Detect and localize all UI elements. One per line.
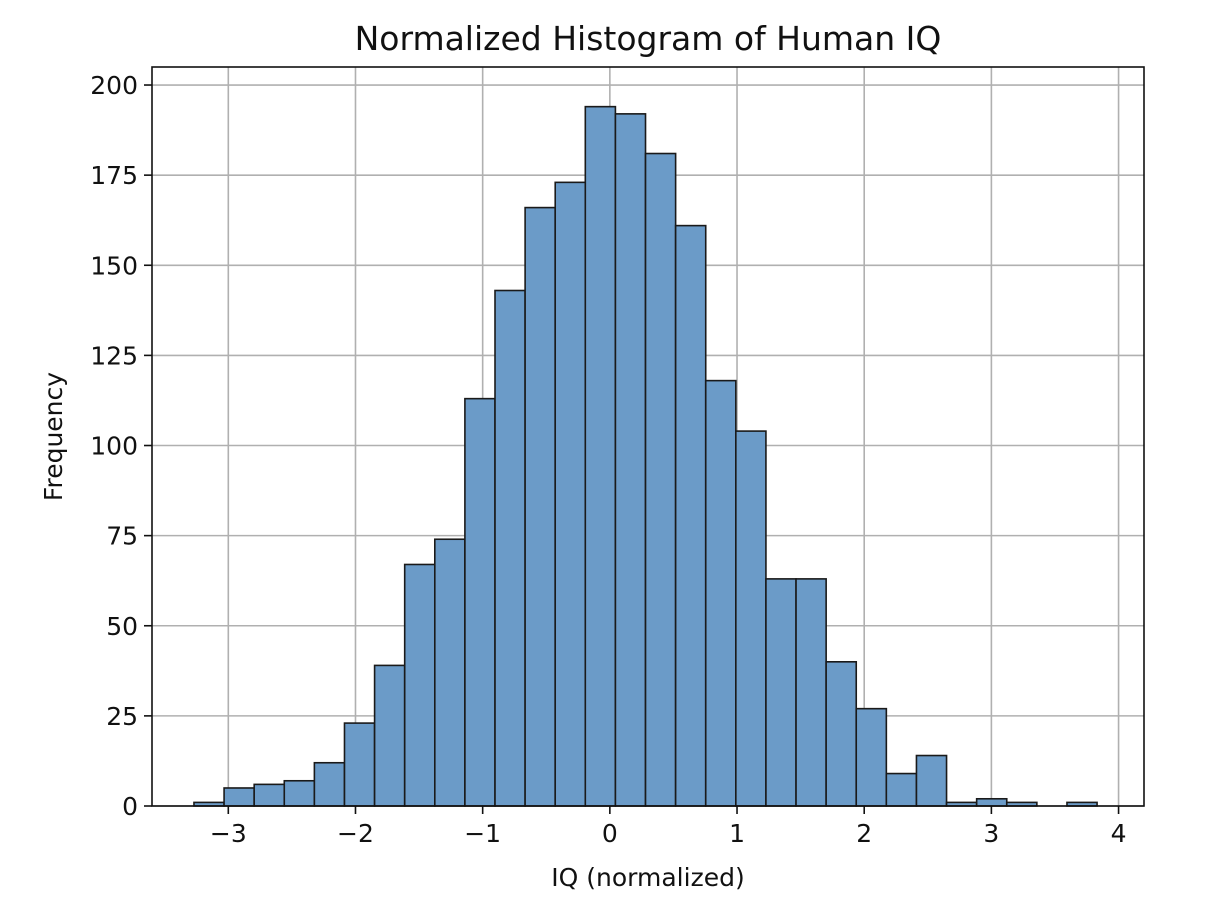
y-tick-label: 100: [90, 432, 138, 461]
y-tick-label: 150: [90, 251, 138, 280]
histogram-bar: [223, 787, 255, 807]
histogram-bar: [403, 563, 436, 807]
y-tick-label: 0: [122, 792, 138, 821]
histogram-bar: [313, 761, 346, 807]
histogram-bar: [614, 113, 647, 807]
x-tick-label: −3: [210, 819, 247, 848]
histogram-bar: [554, 181, 587, 807]
x-tick-label: 2: [856, 819, 872, 848]
histogram-bar: [644, 152, 677, 807]
histogram-bar: [735, 430, 767, 807]
histogram-bar: [494, 289, 526, 807]
plot-area-frame: [151, 66, 1145, 807]
histogram-bar: [795, 578, 827, 807]
chart-title: Normalized Histogram of Human IQ: [355, 19, 942, 58]
histogram-bar: [915, 754, 948, 807]
histogram-bar: [885, 772, 918, 807]
histogram-bars: [193, 105, 1098, 807]
x-tick-label: 1: [729, 819, 745, 848]
x-tick-label: 4: [1111, 819, 1127, 848]
y-tick-label: 25: [106, 702, 138, 731]
histogram-bar: [704, 379, 737, 807]
y-tick-label: 75: [106, 522, 138, 551]
axis-ticks: −3 −2 −1 0 1 2 3 4 0 25 50 75 100 125 150 175 200: [90, 71, 1126, 848]
x-tick-label: −2: [337, 819, 374, 848]
histogram-bar: [433, 538, 466, 807]
histogram-bar: [825, 661, 858, 807]
y-tick-label: 50: [106, 612, 138, 641]
x-tick-label: 3: [983, 819, 999, 848]
histogram-bar: [765, 578, 797, 807]
histogram-bar: [584, 105, 617, 807]
histogram-bar: [975, 797, 1008, 807]
y-axis-label: Frequency: [39, 372, 68, 501]
histogram-bar: [855, 707, 888, 807]
histogram-bar: [283, 779, 316, 807]
y-tick-label: 200: [90, 71, 138, 100]
histogram-bar: [524, 206, 557, 807]
histogram-bar: [253, 783, 286, 807]
y-tick-label: 175: [90, 161, 138, 190]
histogram-bar: [343, 722, 376, 807]
x-tick-label: 0: [602, 819, 618, 848]
y-tick-label: 125: [90, 341, 138, 370]
histogram-bar: [373, 664, 406, 807]
histogram-bar: [464, 397, 496, 807]
x-tick-label: −1: [464, 819, 501, 848]
x-axis-label: IQ (normalized): [551, 863, 744, 892]
histogram-bar: [674, 224, 707, 807]
